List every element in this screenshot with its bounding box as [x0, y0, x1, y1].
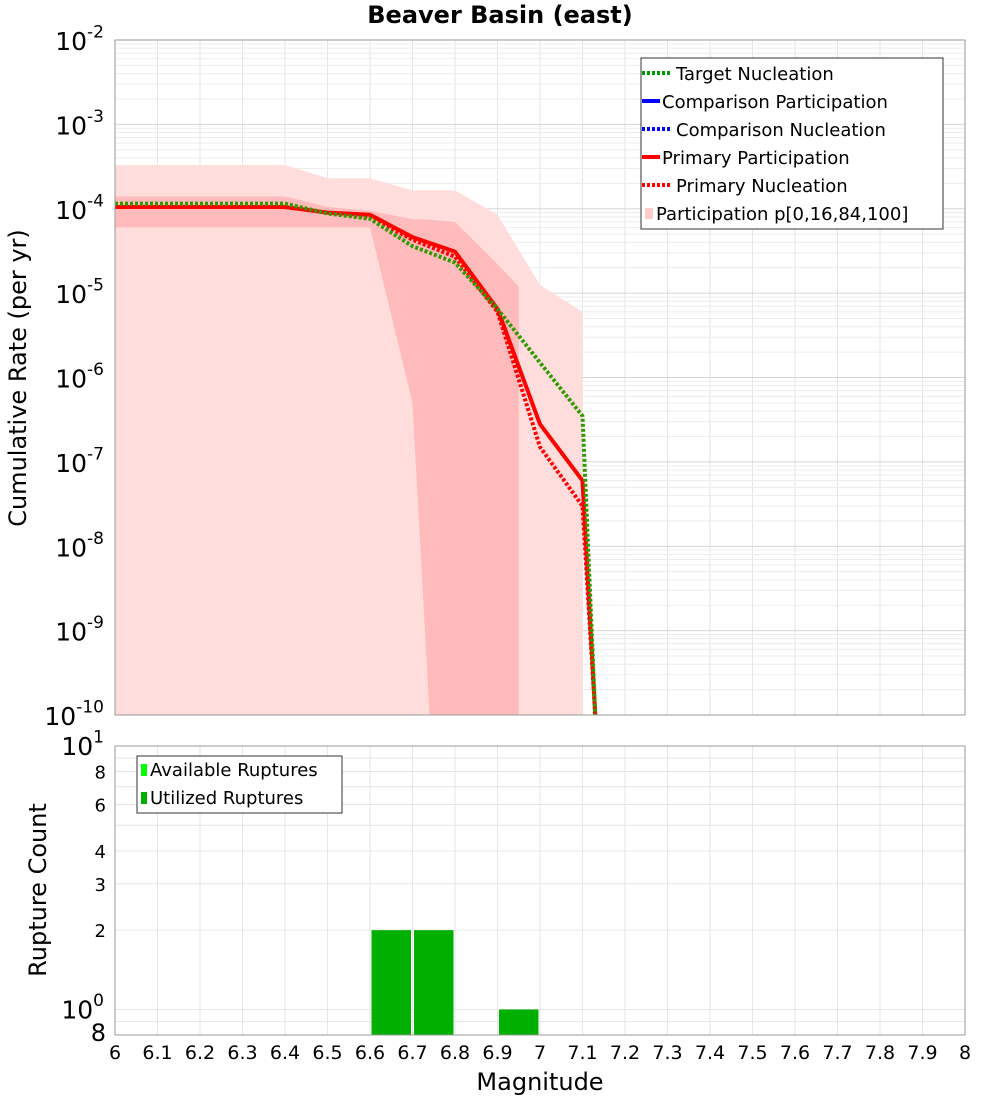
top-ytick-label: 10-7 [55, 444, 104, 478]
legend-swatch-bar [141, 792, 147, 804]
top-ytick-label-exp: -5 [87, 276, 104, 296]
legend-label: Primary Nucleation [676, 176, 848, 197]
top-ytick-label-base: 10 [55, 533, 87, 562]
x-tick-label: 6.4 [270, 1042, 300, 1064]
top-ytick-label: 10-8 [55, 529, 104, 563]
x-tick-label: 7.5 [737, 1042, 767, 1064]
x-tick-label: 6.6 [355, 1042, 385, 1064]
bottom-ytick-label: 6 [95, 795, 106, 816]
rate-series-lines [115, 201, 598, 716]
top-ytick-label: 10-10 [44, 698, 104, 732]
top-ytick-label-exp: -9 [87, 613, 104, 633]
x-tick-label: 7.7 [822, 1042, 852, 1064]
x-tick-label: 6.9 [482, 1042, 512, 1064]
x-tick-label: 7 [534, 1042, 546, 1064]
top-ytick-label: 10-4 [55, 191, 104, 225]
bottom-ydecade-label-exp: 0 [93, 991, 104, 1011]
top-y-axis-title: Cumulative Rate (per yr) [4, 229, 32, 527]
bottom-ydecade-label-base: 10 [61, 732, 93, 761]
legend-label: Comparison Nucleation [676, 120, 886, 141]
legend-label: Available Ruptures [150, 760, 318, 781]
top-ytick-label-exp: -4 [87, 191, 104, 211]
x-tick-label: 7.9 [907, 1042, 937, 1064]
x-tick-label: 8 [959, 1042, 971, 1064]
target-nucleation-line [115, 201, 598, 716]
rupture-bars [371, 930, 539, 1035]
bottom-ydecade-label-exp: 1 [93, 728, 104, 748]
bottom-ydecade-label: 100 [61, 991, 104, 1024]
top-ytick-label-exp: -3 [87, 107, 104, 127]
x-tick-label: 7.4 [695, 1042, 725, 1064]
top-legend: Target Nucleation Comparison Participatio… [640, 57, 944, 230]
top-ytick-label-exp: -8 [87, 529, 104, 549]
x-tick-label: 7.1 [567, 1042, 597, 1064]
x-tick-label: 6.5 [312, 1042, 342, 1064]
x-tick-label: 6 [109, 1042, 121, 1064]
legend-label: Primary Participation [662, 148, 850, 169]
utilized-rupture-bar [499, 1009, 539, 1035]
top-ytick-label: 10-6 [55, 360, 104, 394]
utilized-rupture-bar [414, 930, 454, 1035]
x-tick-label: 7.8 [865, 1042, 895, 1064]
participation-bands [115, 165, 583, 716]
top-ytick-label-base: 10 [44, 702, 76, 731]
top-ytick-label: 10-5 [55, 276, 104, 310]
legend-label: Target Nucleation [675, 64, 834, 85]
x-tick-label: 7.2 [610, 1042, 640, 1064]
top-ytick-label-base: 10 [55, 196, 87, 225]
x-tick-label: 7.3 [652, 1042, 682, 1064]
legend-swatch-bar [141, 764, 147, 776]
top-ytick-label-base: 10 [55, 280, 87, 309]
bottom-ytick-label: 8 [91, 1019, 106, 1047]
top-ytick-label-base: 10 [55, 27, 87, 56]
top-ytick-label-base: 10 [55, 111, 87, 140]
top-plot-frame [114, 39, 966, 716]
bottom-ydecade-label: 101 [61, 728, 104, 762]
bottom-ytick-label: 2 [95, 921, 106, 942]
legend-label: Utilized Ruptures [150, 788, 303, 809]
top-ytick-label-exp: -6 [87, 360, 104, 380]
x-tick-label: 6.3 [227, 1042, 257, 1064]
legend-label: Participation p[0,16,84,100] [656, 204, 908, 225]
top-ytick-label: 10-3 [55, 107, 104, 141]
legend-swatch-band [645, 208, 653, 219]
top-ytick-label-base: 10 [55, 365, 87, 394]
bottom-plot-frame [114, 745, 966, 1036]
x-tick-label: 6.7 [397, 1042, 427, 1064]
top-ytick-label-exp: -7 [87, 444, 104, 464]
x-tick-labels: 6 6.1 6.2 6.3 6.4 6.5 6.6 6.7 6.8 6.9 7 7.1 7.2 7.3 7.… [109, 1042, 971, 1064]
legend-label: Comparison Participation [662, 92, 888, 113]
top-ytick-label-base: 10 [55, 618, 87, 647]
top-ytick-label: 10-9 [55, 613, 104, 647]
top-ytick-label: 10-2 [55, 23, 104, 57]
bottom-legend: Available Ruptures Utilized Ruptures [136, 755, 343, 814]
x-axis-title: Magnitude [476, 1068, 603, 1096]
chart-title: Beaver Basin (east) [367, 1, 633, 29]
top-legend-box [640, 57, 944, 230]
bottom-ytick-label: 8 [95, 763, 106, 784]
x-tick-label: 6.1 [142, 1042, 172, 1064]
bottom-ytick-label: 3 [95, 875, 106, 896]
bottom-ytick-label: 4 [95, 842, 106, 863]
top-ytick-label-exp: -2 [87, 23, 104, 43]
top-ytick-label-base: 10 [55, 449, 87, 478]
bottom-y-axis-title: Rupture Count [24, 803, 52, 977]
bottom-legend-box [136, 755, 343, 814]
band-p16-p84 [115, 196, 519, 716]
top-ytick-label-exp: -10 [76, 698, 104, 718]
x-tick-label: 6.8 [440, 1042, 470, 1064]
bottom-ydecade-label-base: 10 [61, 995, 93, 1024]
utilized-rupture-bar [371, 930, 411, 1035]
x-tick-label: 6.2 [185, 1042, 215, 1064]
x-tick-label: 7.6 [780, 1042, 810, 1064]
